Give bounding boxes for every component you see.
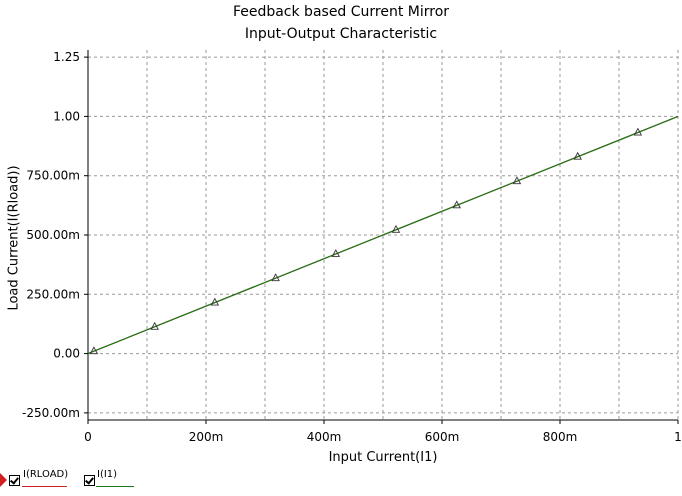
x-tick-label-5: 1 [674,430,682,444]
legend-swatch-irload [22,486,67,487]
y-tick-label-5: 1.00 [53,109,80,123]
data-marker-8 [573,151,582,160]
x-axis-label: Input Current(I1) [328,450,438,465]
selected-trace-marker-icon [0,473,7,487]
legend-label-irload: I(RLOAD) [23,469,69,480]
data-marker-1 [150,321,159,330]
data-marker-6 [452,200,462,209]
y-tick-label-1: 0.00 [53,347,80,361]
data-marker-2 [210,297,220,306]
legend-item-ii1[interactable]: I(I1) [82,469,142,491]
data-marker-9 [633,127,643,136]
data-marker-5 [391,224,401,233]
x-tick-label-3: 600m [425,430,460,444]
x-tick-label-4: 800m [543,430,578,444]
y-tick-label-4: 750.00m [26,169,80,183]
legend-swatch-ii1 [96,486,134,487]
legend-item-irload[interactable]: I(RLOAD) [0,469,80,491]
legend-checkbox-irload[interactable] [9,475,20,486]
x-tick-label-0: 0 [84,430,92,444]
y-tick-label-3: 500.00m [26,228,80,242]
x-tick-label-1: 200m [189,430,224,444]
y-tick-label-2: 250.00m [26,287,80,301]
series-line-1 [87,115,679,355]
legend-label-ii1: I(I1) [97,469,118,480]
data-marker-0 [89,346,99,355]
x-tick-label-2: 400m [307,430,342,444]
data-marker-7 [512,176,522,185]
y-tick-label-6: 1.25 [53,50,80,64]
y-axis-label: Load Current(I(Rload)) [6,165,22,311]
legend-checkbox-ii1[interactable] [84,475,95,486]
data-marker-3 [271,273,280,282]
chart-subtitle: Input-Output Characteristic [244,26,438,42]
y-tick-label-0: -250.00m [22,406,80,420]
data-marker-4 [331,249,341,257]
chart-title: Feedback based Current Mirror [232,4,450,20]
